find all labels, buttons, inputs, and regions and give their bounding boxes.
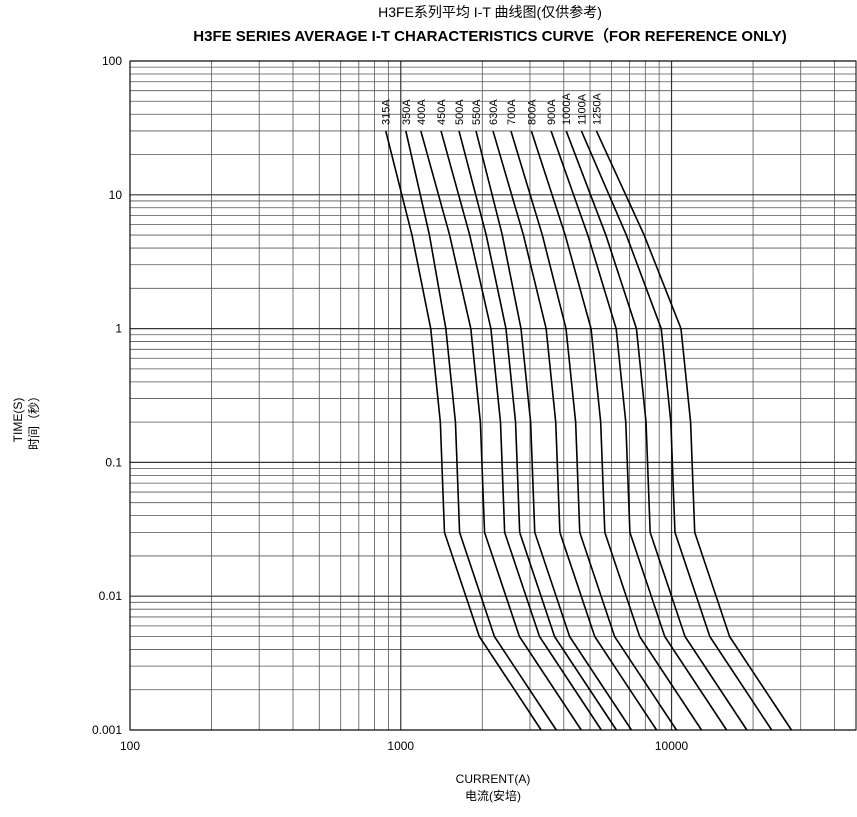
curve [580,130,773,731]
y-tick-label: 1 [115,322,122,336]
curve-label: 500A [454,99,466,125]
curve-label: 900A [546,99,558,125]
x-tick-label: 10000 [655,739,689,753]
curve-label: 1250A [591,92,603,124]
curve-label: 1100A [576,93,588,125]
curve [475,130,633,731]
y-tick-label: 0.1 [105,455,122,469]
curve [530,130,703,731]
curve [492,130,658,731]
plot-frame [129,60,857,731]
x-axis-label: CURRENT(A) [456,772,531,786]
y-tick-label: 10 [109,188,123,202]
curve-label: 400A [416,99,428,125]
chart-title: H3FE系列平均 I-T 曲线图(仅供参考) [378,4,602,20]
y-tick-label: 0.01 [99,589,123,603]
curve [595,130,793,731]
x-tick-label: 1000 [387,739,414,753]
x-axis-label: 电流(安培) [465,788,521,803]
y-axis-label: TIME(S) [11,398,25,443]
curve-label: 800A [526,99,538,125]
x-tick-label: 100 [120,739,140,753]
curve [440,130,602,731]
curve-label: 630A [488,99,500,125]
curve [405,130,557,731]
curve-label: 700A [506,99,518,125]
curve [510,130,678,731]
curve-label: 350A [401,99,413,125]
curve [565,130,748,731]
curve-label: 315A [381,99,393,125]
y-tick-label: 0.001 [92,723,122,737]
curve [420,130,582,731]
curve [384,130,542,731]
y-axis-label: 时间（秒） [27,390,41,450]
y-tick-label: 100 [102,54,122,68]
curve [550,130,728,731]
curve-label: 550A [471,99,483,125]
curve-label: 1000A [561,92,573,124]
chart-subtitle: H3FE SERIES AVERAGE I-T CHARACTERISTICS … [193,27,786,45]
curve-label: 450A [436,99,448,125]
curve [458,130,618,731]
